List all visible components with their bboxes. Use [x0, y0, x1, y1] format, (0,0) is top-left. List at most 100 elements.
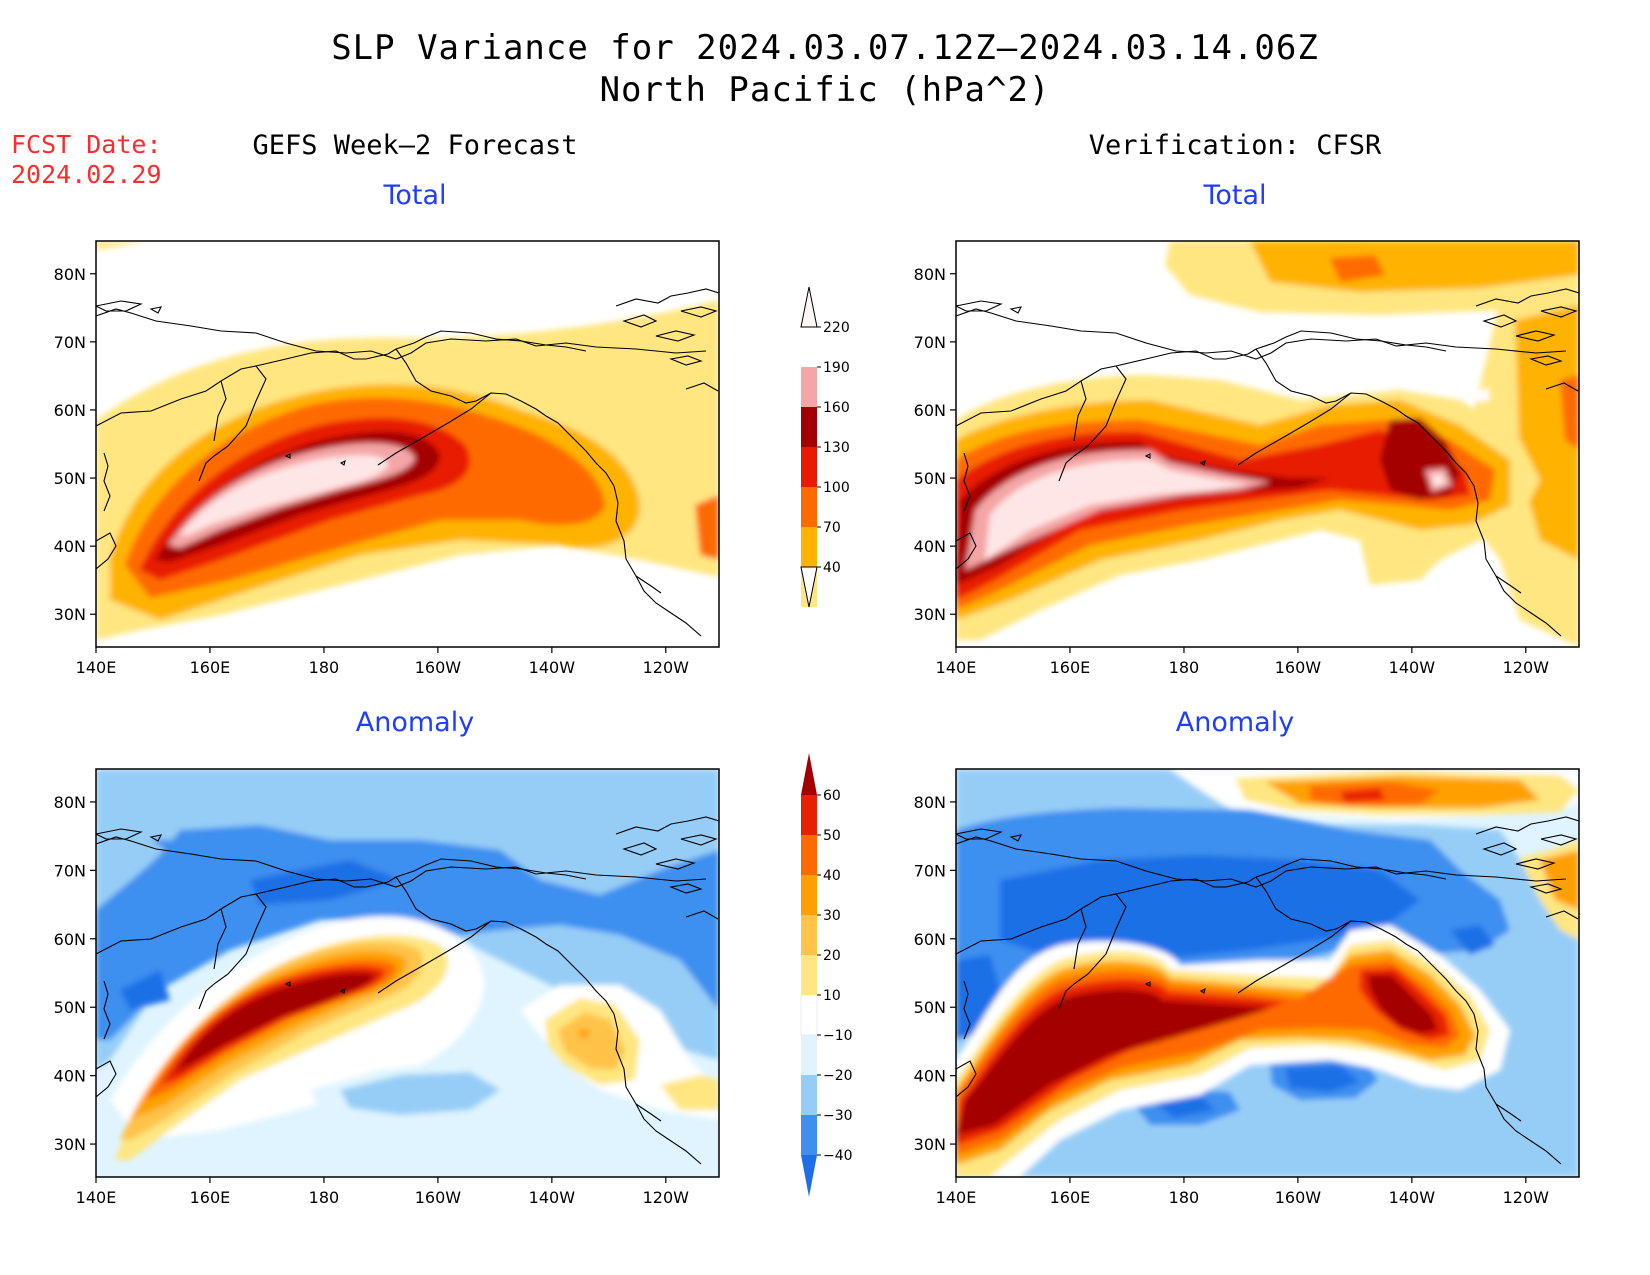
- gefs-anomaly-lat-label: 60N: [54, 930, 86, 949]
- cfsr-total-lon-label: 140E: [936, 658, 977, 677]
- anomaly-colorbar-swatch: [801, 955, 817, 995]
- cfsr-anomaly-lon-label: 160W: [1275, 1188, 1322, 1207]
- total-colorbar-label: 130: [823, 440, 850, 456]
- gefs-total-label: Total: [383, 180, 447, 211]
- fcst-date-label: FCST Date:: [11, 130, 162, 159]
- anomaly-colorbar-label: 10: [823, 988, 841, 1004]
- cfsr-total-map: [955, 240, 1580, 648]
- cfsr-total-lon-label: 160W: [1275, 658, 1322, 677]
- total-colorbar-label: 160: [823, 400, 850, 416]
- total-colorbar-label: 40: [823, 560, 841, 576]
- anomaly-colorbar-label: 60: [823, 788, 841, 804]
- anomaly-colorbar-label: −10: [823, 1028, 853, 1044]
- gefs-anomaly-lon-label: 180: [309, 1188, 340, 1207]
- anomaly-colorbar-cap-top: [801, 753, 817, 795]
- anomaly-colorbar: −40 −30 −20 −10 10 20 30 40 50 60: [800, 753, 853, 1197]
- gefs-anomaly-lat-label: 30N: [54, 1135, 86, 1154]
- total-colorbar-swatch: [801, 407, 817, 447]
- gefs-anomaly-lat-label: 70N: [54, 861, 86, 880]
- right-column-title: Verification: CFSR: [1088, 130, 1382, 161]
- cfsr-total-lat-label: 70N: [914, 333, 946, 352]
- gefs-total-map: [95, 240, 720, 648]
- cfsr-total-lon-label: 160E: [1050, 658, 1091, 677]
- gefs-anomaly-lon-label: 140E: [76, 1188, 117, 1207]
- anomaly-colorbar-label: −30: [823, 1108, 853, 1124]
- gefs-anomaly-label: Anomaly: [355, 707, 475, 738]
- anomaly-colorbar-swatch: [801, 1115, 817, 1155]
- anomaly-colorbar-swatch: [801, 1035, 817, 1075]
- cfsr-anomaly-label: Anomaly: [1175, 707, 1295, 738]
- cfsr-anomaly-lat-label: 40N: [914, 1067, 946, 1086]
- cfsr-anomaly-lon-label: 140W: [1389, 1188, 1436, 1207]
- gefs-total-lon-label: 140E: [76, 658, 117, 677]
- gefs-anomaly-lat-label: 50N: [54, 998, 86, 1017]
- main-subtitle: North Pacific (hPa^2): [599, 70, 1051, 110]
- gefs-total-lon-label: 180: [309, 658, 340, 677]
- anomaly-colorbar-swatch: [801, 875, 817, 915]
- anomaly-colorbar-label: −20: [823, 1068, 853, 1084]
- left-column-title: GEFS Week–2 Forecast: [252, 130, 578, 161]
- cfsr-anomaly-lat-label: 60N: [914, 930, 946, 949]
- anomaly-colorbar-label: −40: [823, 1148, 853, 1164]
- cfsr-anomaly-lat-label: 50N: [914, 998, 946, 1017]
- cfsr-anomaly-map: [955, 768, 1580, 1178]
- gefs-anomaly-lon-label: 120W: [643, 1188, 690, 1207]
- anomaly-colorbar-label: 50: [823, 828, 841, 844]
- gefs-anomaly-lon-label: 160E: [190, 1188, 231, 1207]
- cfsr-anomaly-lon-label: 160E: [1050, 1188, 1091, 1207]
- gefs-total-lat-label: 70N: [54, 333, 86, 352]
- anomaly-colorbar-swatch: [801, 835, 817, 875]
- gefs-total-lon-label: 120W: [643, 658, 690, 677]
- cfsr-total-lat-label: 80N: [914, 265, 946, 284]
- cfsr-anomaly-lon-label: 180: [1169, 1188, 1200, 1207]
- cfsr-anomaly-lat-label: 80N: [914, 793, 946, 812]
- cfsr-anomaly-lat-label: 70N: [914, 861, 946, 880]
- total-colorbar-label: 70: [823, 520, 841, 536]
- total-colorbar-swatch: [801, 447, 817, 487]
- anomaly-colorbar-swatch: [801, 795, 817, 835]
- total-colorbar-swatch: [801, 487, 817, 527]
- cfsr-total-lon-label: 180: [1169, 658, 1200, 677]
- gefs-total-lat-label: 40N: [54, 537, 86, 556]
- total-colorbar: 40 70 100 130 160 190 220: [800, 286, 850, 608]
- total-colorbar-cap-bottom: [800, 566, 818, 608]
- cfsr-total-lat-label: 60N: [914, 401, 946, 420]
- total-colorbar-label: 220: [823, 320, 850, 336]
- gefs-total-lat-label: 80N: [54, 265, 86, 284]
- gefs-total-lon-label: 160W: [415, 658, 462, 677]
- total-colorbar-swatch: [801, 527, 817, 567]
- anomaly-colorbar-label: 30: [823, 908, 841, 924]
- total-colorbar-label: 100: [823, 480, 850, 496]
- cfsr-anomaly-lon-label: 140E: [936, 1188, 977, 1207]
- cfsr-total-lat-label: 30N: [914, 605, 946, 624]
- gefs-anomaly-lat-label: 40N: [54, 1067, 86, 1086]
- anomaly-colorbar-cap-bottom: [801, 1155, 817, 1197]
- anomaly-colorbar-label: 20: [823, 948, 841, 964]
- cfsr-anomaly-lon-label: 120W: [1503, 1188, 1550, 1207]
- cfsr-total-lat-label: 40N: [914, 537, 946, 556]
- gefs-total-lat-label: 30N: [54, 605, 86, 624]
- total-colorbar-label: 190: [823, 360, 850, 376]
- cfsr-anomaly-lat-label: 30N: [914, 1135, 946, 1154]
- gefs-total-lat-label: 50N: [54, 469, 86, 488]
- gefs-anomaly-map: [95, 768, 720, 1178]
- cfsr-total-label: Total: [1203, 180, 1267, 211]
- cfsr-total-lat-label: 50N: [914, 469, 946, 488]
- gefs-total-lon-label: 140W: [529, 658, 576, 677]
- anomaly-colorbar-swatch: [801, 915, 817, 955]
- gefs-total-lat-label: 60N: [54, 401, 86, 420]
- total-colorbar-cap-top: [800, 286, 818, 328]
- anomaly-colorbar-swatch: [800, 994, 818, 1036]
- main-title: SLP Variance for 2024.03.07.12Z–2024.03.…: [331, 28, 1319, 68]
- anomaly-colorbar-label: 40: [823, 868, 841, 884]
- cfsr-total-lon-label: 120W: [1503, 658, 1550, 677]
- fcst-date-value: 2024.02.29: [11, 160, 162, 189]
- gefs-anomaly-lat-label: 80N: [54, 793, 86, 812]
- gefs-total-lon-label: 160E: [190, 658, 231, 677]
- anomaly-colorbar-swatch: [801, 1075, 817, 1115]
- total-colorbar-swatch: [801, 367, 817, 407]
- gefs-anomaly-lon-label: 160W: [415, 1188, 462, 1207]
- cfsr-total-lon-label: 140W: [1389, 658, 1436, 677]
- gefs-anomaly-lon-label: 140W: [529, 1188, 576, 1207]
